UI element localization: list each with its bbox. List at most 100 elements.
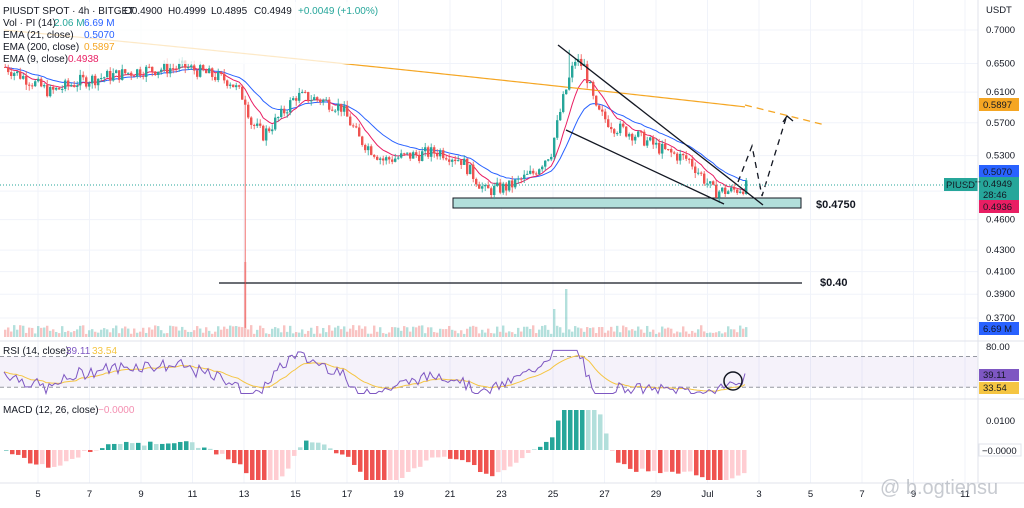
svg-text:L0.4895: L0.4895 — [211, 6, 248, 17]
svg-text:0.5070: 0.5070 — [84, 30, 115, 41]
candle-body — [427, 147, 430, 157]
volume-bar — [58, 333, 61, 337]
svg-text:0.4938: 0.4938 — [68, 54, 99, 65]
candle-body — [289, 100, 292, 113]
badge-ema200-bg — [979, 98, 1019, 111]
macd-bar — [64, 450, 69, 462]
candle-body — [460, 160, 463, 165]
time-tick: 27 — [599, 489, 610, 500]
svg-text:O0.4900: O0.4900 — [124, 6, 163, 17]
volume-bar — [334, 327, 337, 337]
volume-bar — [220, 329, 223, 337]
macd-bar — [544, 441, 549, 450]
macd-bar — [640, 450, 645, 469]
volume-bar — [178, 330, 181, 337]
candle-body — [250, 117, 253, 125]
volume-bar — [337, 325, 340, 337]
candle-body — [571, 65, 574, 78]
macd-bar — [526, 450, 531, 453]
candle-body — [115, 70, 118, 74]
candle-body — [262, 125, 265, 141]
macd-bar — [436, 450, 441, 458]
volume-bar — [475, 326, 478, 337]
volume-bar — [223, 326, 226, 337]
time-tick: 11 — [188, 489, 198, 500]
candle-body — [373, 154, 376, 157]
ema21-line — [5, 66, 747, 181]
macd-bar — [580, 410, 585, 450]
time-axis: 5 7 9 11 13 15 17 19 21 23 25 27 29 Jul 3 5 7 9 11 — [35, 489, 970, 500]
candle-body — [679, 153, 682, 161]
candle-body — [514, 179, 517, 188]
volume-bar — [664, 328, 667, 337]
candle-body — [286, 112, 289, 114]
macd-bar — [388, 450, 393, 480]
volume-bar — [379, 327, 382, 337]
volume-bar — [319, 333, 322, 337]
candle-body — [343, 105, 346, 112]
candle-body — [34, 81, 37, 87]
candle-body — [199, 65, 202, 77]
badge-volume: 6.69 M — [983, 324, 1012, 335]
time-tick: 17 — [342, 489, 353, 500]
rsi-line — [3, 349, 746, 396]
volume-bar — [43, 327, 46, 337]
macd-bar — [688, 450, 693, 472]
candle-body — [121, 69, 124, 80]
candle-body — [367, 146, 370, 151]
candle-body — [604, 111, 607, 120]
volume-bar — [448, 325, 451, 337]
candle-body — [739, 191, 742, 193]
rsi-value: 39.11 — [66, 346, 91, 357]
candle-body — [532, 170, 535, 174]
volume-bar — [718, 331, 721, 337]
candle-body — [184, 60, 187, 68]
volume-bar — [556, 325, 559, 337]
candle-body — [436, 153, 439, 157]
candle-body — [556, 120, 559, 138]
candle-body — [727, 191, 730, 194]
macd-bar — [52, 450, 57, 467]
volume-bar — [559, 327, 562, 337]
macd-bar — [70, 450, 75, 459]
volume-bar — [565, 289, 568, 337]
candle-body — [703, 173, 706, 184]
candle-body — [691, 159, 694, 167]
wedge-lower-line — [565, 129, 725, 205]
candle-body — [397, 157, 400, 159]
ohlc-low: L0.4895 — [211, 6, 248, 17]
ema200-value: 0.5897 — [84, 42, 115, 53]
candle-body — [151, 66, 154, 72]
volume-bar — [193, 330, 196, 337]
volume-bar — [652, 329, 655, 337]
volume-bar — [394, 327, 397, 337]
macd-bar — [430, 450, 435, 458]
volume-bar — [112, 328, 115, 337]
candle-body — [622, 123, 625, 127]
volume-bar — [715, 332, 718, 337]
volume-bar — [709, 332, 712, 337]
volume-bar — [313, 333, 316, 337]
candle-body — [118, 70, 121, 80]
candle-body — [49, 86, 52, 97]
volume-bar — [79, 325, 82, 337]
volume-bar — [433, 332, 436, 337]
candle-body — [154, 71, 157, 75]
macd-bar — [676, 450, 681, 474]
candle-body — [157, 71, 160, 75]
svg-text:2.06 M: 2.06 M — [54, 18, 85, 29]
volume-bar — [616, 325, 619, 337]
candle-body — [103, 77, 106, 79]
candle-body — [187, 67, 190, 69]
rsi-ma-value: 33.54 — [92, 346, 117, 357]
macd-bar — [256, 450, 261, 480]
volume-bar — [250, 325, 253, 337]
svg-text:PIUSDT SPOT · 4h · BITGET: PIUSDT SPOT · 4h · BITGET — [3, 6, 134, 17]
candle-body — [625, 126, 628, 137]
volume-bar — [697, 329, 700, 337]
candle-body — [127, 72, 130, 74]
macd-bar — [118, 443, 123, 450]
volume-bar — [256, 329, 259, 337]
volume-bar — [25, 332, 28, 337]
